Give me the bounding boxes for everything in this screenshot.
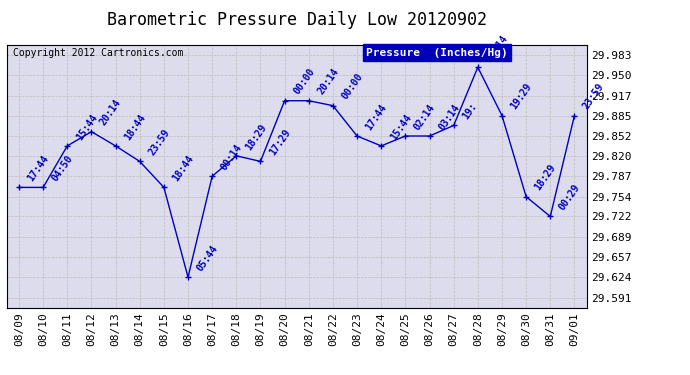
Text: 05:44: 05:44 [195, 243, 220, 273]
Text: 23:59: 23:59 [147, 128, 172, 157]
Text: Barometric Pressure Daily Low 20120902: Barometric Pressure Daily Low 20120902 [107, 11, 486, 29]
Text: 04:50: 04:50 [50, 153, 75, 183]
Text: 18:29: 18:29 [533, 163, 558, 192]
Text: 03:14: 03:14 [437, 102, 462, 132]
Text: 00:00: 00:00 [292, 67, 317, 96]
Text: 19:29: 19:29 [509, 82, 534, 111]
Text: 20:14: 20:14 [99, 98, 124, 128]
Text: 00:14: 00:14 [219, 142, 244, 172]
Text: 18:44: 18:44 [171, 153, 196, 183]
Text: 18:44: 18:44 [123, 112, 148, 142]
Text: Pressure  (Inches/Hg): Pressure (Inches/Hg) [366, 48, 508, 58]
Text: 00:00: 00:00 [340, 72, 365, 102]
Text: 02:14: 02:14 [413, 102, 437, 132]
Text: 18:29: 18:29 [244, 122, 268, 152]
Text: 17:29: 17:29 [268, 128, 293, 157]
Text: 15:44: 15:44 [388, 112, 413, 142]
Text: 17:44: 17:44 [364, 102, 389, 132]
Text: 00:29: 00:29 [558, 183, 582, 212]
Text: 15:44: 15:44 [75, 112, 99, 142]
Text: 20:14: 20:14 [316, 67, 341, 96]
Text: Copyright 2012 Cartronics.com: Copyright 2012 Cartronics.com [12, 48, 183, 58]
Text: 17:44: 17:44 [26, 153, 51, 183]
Text: 03:14: 03:14 [485, 33, 510, 63]
Text: 23:59: 23:59 [582, 82, 607, 111]
Text: 19:: 19: [461, 101, 479, 122]
